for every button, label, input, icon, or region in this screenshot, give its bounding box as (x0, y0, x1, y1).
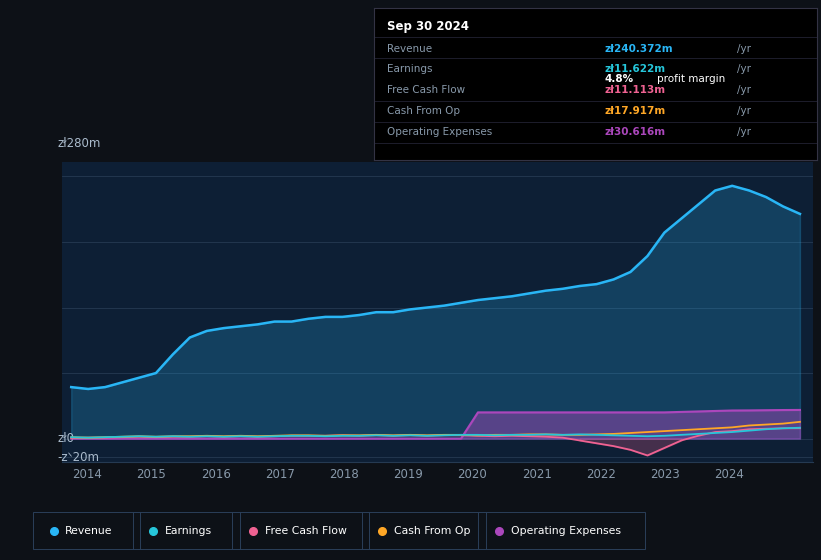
Text: 4.8%: 4.8% (604, 74, 633, 83)
Text: Earnings: Earnings (165, 526, 212, 535)
Text: zł11.622m: zł11.622m (604, 64, 665, 74)
Text: zł0: zł0 (57, 432, 75, 445)
Text: Revenue: Revenue (66, 526, 112, 535)
Text: Free Cash Flow: Free Cash Flow (265, 526, 346, 535)
Text: /yr: /yr (737, 44, 751, 54)
Text: Revenue: Revenue (387, 44, 432, 54)
Text: /yr: /yr (737, 85, 751, 95)
Text: /yr: /yr (737, 64, 751, 74)
Text: Sep 30 2024: Sep 30 2024 (387, 20, 469, 33)
Text: zł17.917m: zł17.917m (604, 106, 665, 116)
Text: Cash From Op: Cash From Op (387, 106, 460, 116)
Text: Cash From Op: Cash From Op (394, 526, 470, 535)
Text: zł280m: zł280m (57, 137, 101, 151)
Text: zł240.372m: zł240.372m (604, 44, 672, 54)
Text: zł11.113m: zł11.113m (604, 85, 665, 95)
Text: -zᐠ20m: -zᐠ20m (57, 451, 100, 464)
Text: /yr: /yr (737, 127, 751, 137)
Text: Free Cash Flow: Free Cash Flow (387, 85, 465, 95)
Text: Operating Expenses: Operating Expenses (387, 127, 492, 137)
Text: /yr: /yr (737, 106, 751, 116)
Text: Earnings: Earnings (387, 64, 433, 74)
Text: profit margin: profit margin (658, 74, 726, 83)
Text: Operating Expenses: Operating Expenses (511, 526, 621, 535)
Text: zł30.616m: zł30.616m (604, 127, 665, 137)
